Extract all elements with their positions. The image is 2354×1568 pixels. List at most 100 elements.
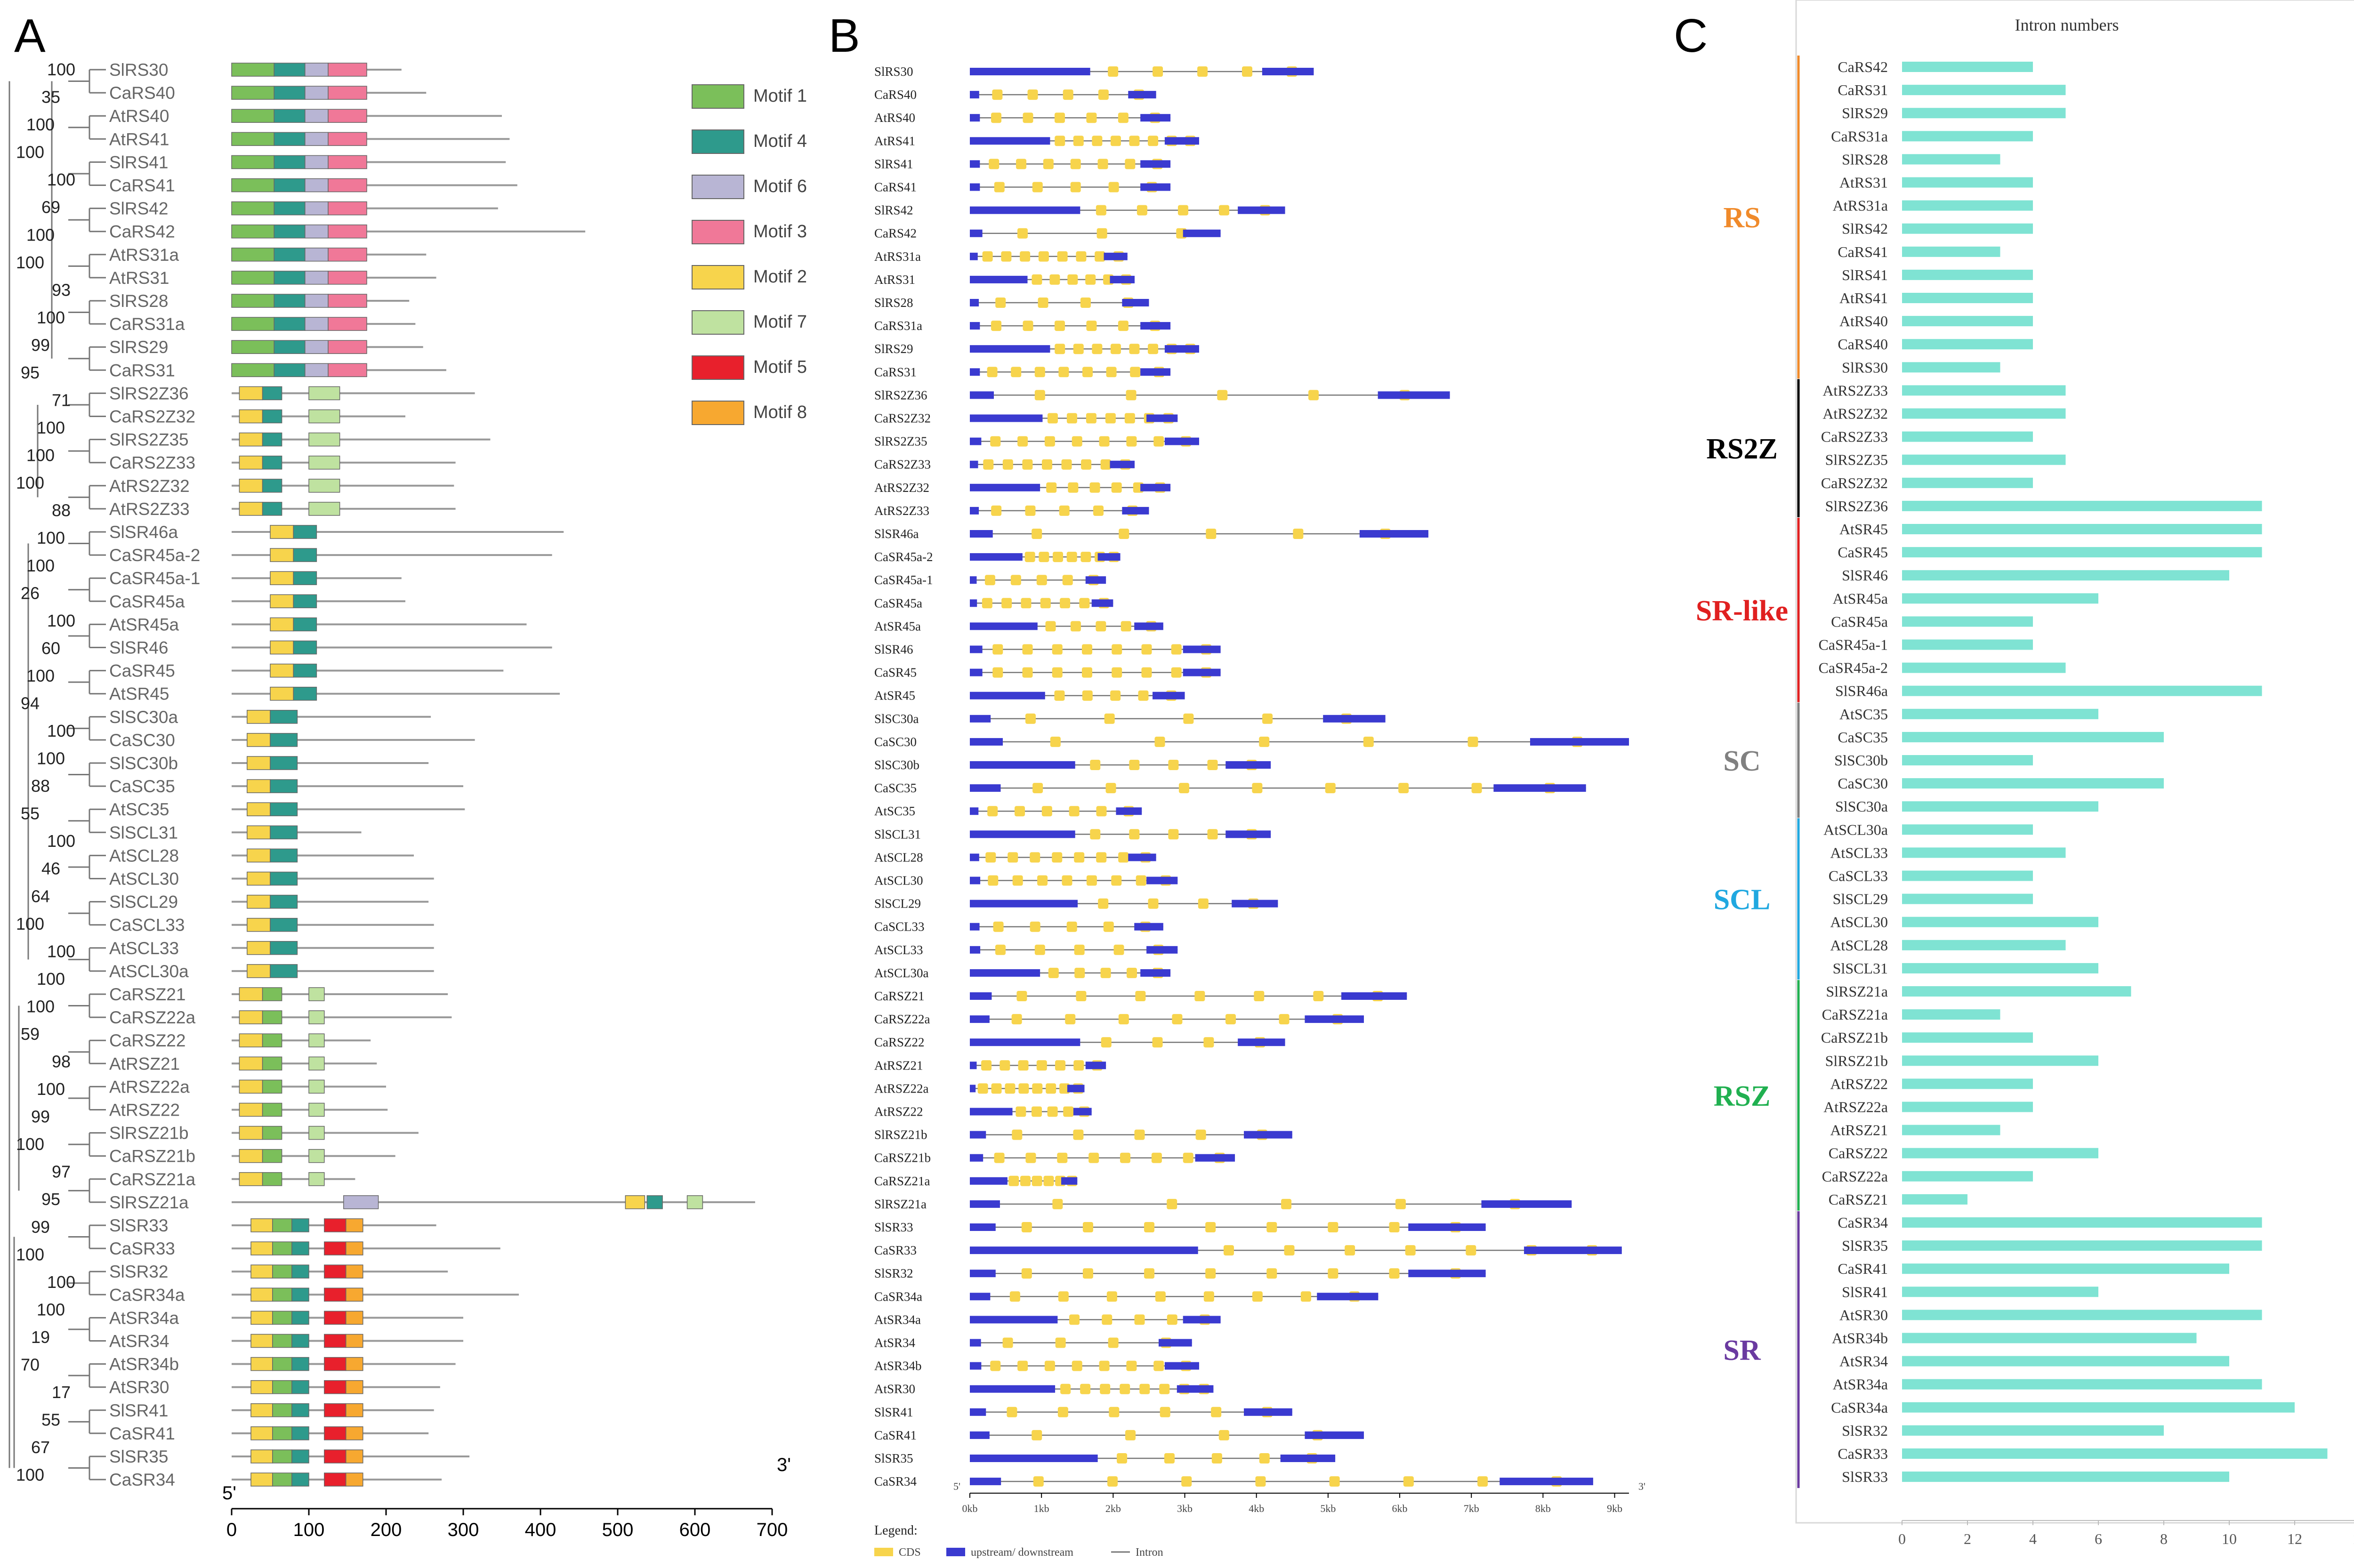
utr-box [1140, 368, 1171, 376]
axis-tick-label: 14 [2353, 1530, 2354, 1547]
group-label: SR-like [1696, 595, 1788, 627]
bar-label: CaRSZ21b [1821, 1029, 1888, 1046]
cds-box [1203, 1291, 1214, 1302]
bar-label: AtRSZ21 [1830, 1122, 1888, 1139]
bar-label: CaRS40 [1838, 336, 1888, 353]
cds-box [1171, 644, 1182, 655]
motif-box [345, 1449, 363, 1463]
bar-label: AtSR30 [1839, 1306, 1888, 1323]
cds-box [1105, 783, 1116, 794]
motif-box [293, 548, 317, 562]
bar-label: SlSC30a [1835, 798, 1888, 815]
intron-bar [1902, 154, 2000, 165]
cds-box [1000, 1060, 1010, 1071]
motif-box [324, 1334, 347, 1348]
cds-box [1017, 1360, 1028, 1371]
motif-box [231, 340, 274, 354]
cds-box [1403, 1476, 1414, 1487]
motif-box [239, 1172, 263, 1186]
cds-box [1345, 1245, 1355, 1256]
utr-box [970, 345, 1050, 353]
bootstrap-value: 100 [37, 749, 65, 768]
cds-box [1103, 921, 1114, 932]
cds-box [1252, 1291, 1263, 1302]
cds-box [1059, 505, 1070, 516]
cds-box [1395, 1198, 1406, 1209]
cds-box [1118, 852, 1129, 863]
cds-box [1034, 390, 1045, 401]
motif-box [308, 409, 340, 424]
utr-box [1359, 530, 1428, 538]
utr-box [1244, 1131, 1292, 1139]
legend-title: Legend: [874, 1523, 918, 1538]
cds-box [1032, 1083, 1043, 1094]
cds-box [1284, 1245, 1295, 1256]
cds-box [1079, 598, 1090, 609]
motif-box [247, 964, 271, 978]
gene-label: AtSCL30a [874, 966, 929, 980]
cds-box [1073, 344, 1084, 354]
motif-box [345, 1241, 363, 1255]
motif-box [247, 779, 271, 793]
bootstrap-value: 95 [21, 363, 40, 382]
motif-box [308, 432, 340, 447]
motif-box [291, 1357, 309, 1371]
motif-box [231, 86, 274, 100]
axis-tick-label: 1kb [1034, 1503, 1049, 1514]
bootstrap-value: 100 [47, 170, 75, 189]
utr-box [970, 599, 977, 607]
gene-label: AtSR34a [874, 1312, 921, 1327]
cds-box [1121, 621, 1131, 632]
motif-box [272, 1287, 292, 1302]
bootstrap-value: 100 [37, 1079, 65, 1099]
motif-box [328, 340, 367, 354]
motif-box [272, 1472, 292, 1487]
axis-tick-label: 2 [1964, 1530, 1971, 1547]
gene-label: CaRS31 [109, 361, 175, 380]
motif-box [274, 155, 306, 169]
motif-box [324, 1357, 347, 1371]
cds-box [1038, 298, 1048, 308]
cds-box [1041, 459, 1052, 470]
intron-bar [1902, 940, 2066, 950]
gene-label: CaSR34a [109, 1285, 185, 1304]
motif-legend: Motif 1 Motif 4 Motif 6 Motif 3 Motif 2 Motif… [692, 84, 807, 425]
motif-box [272, 1426, 292, 1440]
gene-label: CaSR45a-2 [874, 550, 933, 564]
cds-box [1096, 228, 1107, 239]
bar-label: AtRSZ22 [1830, 1075, 1888, 1092]
motif-box [274, 178, 306, 193]
utr-box [970, 553, 1023, 561]
motif-box [239, 1010, 263, 1024]
gene-label: AtRSZ22 [874, 1105, 923, 1119]
cds-box [1088, 1152, 1099, 1163]
intron-bar [1902, 732, 2164, 742]
motif-box [328, 178, 367, 193]
gene-label: AtRS41 [874, 134, 915, 148]
bar-label: AtSR45 [1839, 521, 1888, 538]
utr-box [970, 1108, 1013, 1116]
bar-label: SlSR46 [1842, 567, 1888, 584]
motif-box [324, 1311, 347, 1325]
cds-box [1082, 367, 1093, 378]
bar-label: AtSCL30a [1823, 821, 1888, 838]
bar-label: AtRSZ22a [1823, 1099, 1888, 1116]
bar-label: SlRS2Z36 [1825, 498, 1888, 515]
motif-box [274, 340, 306, 354]
cds-box [1126, 436, 1137, 447]
cds-box [1126, 1360, 1137, 1371]
intron-bar [1902, 570, 2229, 581]
utr-box [970, 299, 979, 306]
intron-bar [1902, 547, 2262, 558]
cds-box [1127, 967, 1137, 978]
cds-box [983, 459, 994, 470]
cds-box [1058, 1291, 1069, 1302]
cds-box [1040, 598, 1051, 609]
bootstrap-value: 97 [52, 1162, 71, 1182]
bootstrap-value: 100 [47, 941, 75, 961]
motif-box [239, 502, 263, 516]
motif-box [328, 86, 367, 100]
motif-box [291, 1241, 309, 1255]
intron-bar [1902, 1009, 2000, 1020]
motif-box [328, 248, 367, 262]
